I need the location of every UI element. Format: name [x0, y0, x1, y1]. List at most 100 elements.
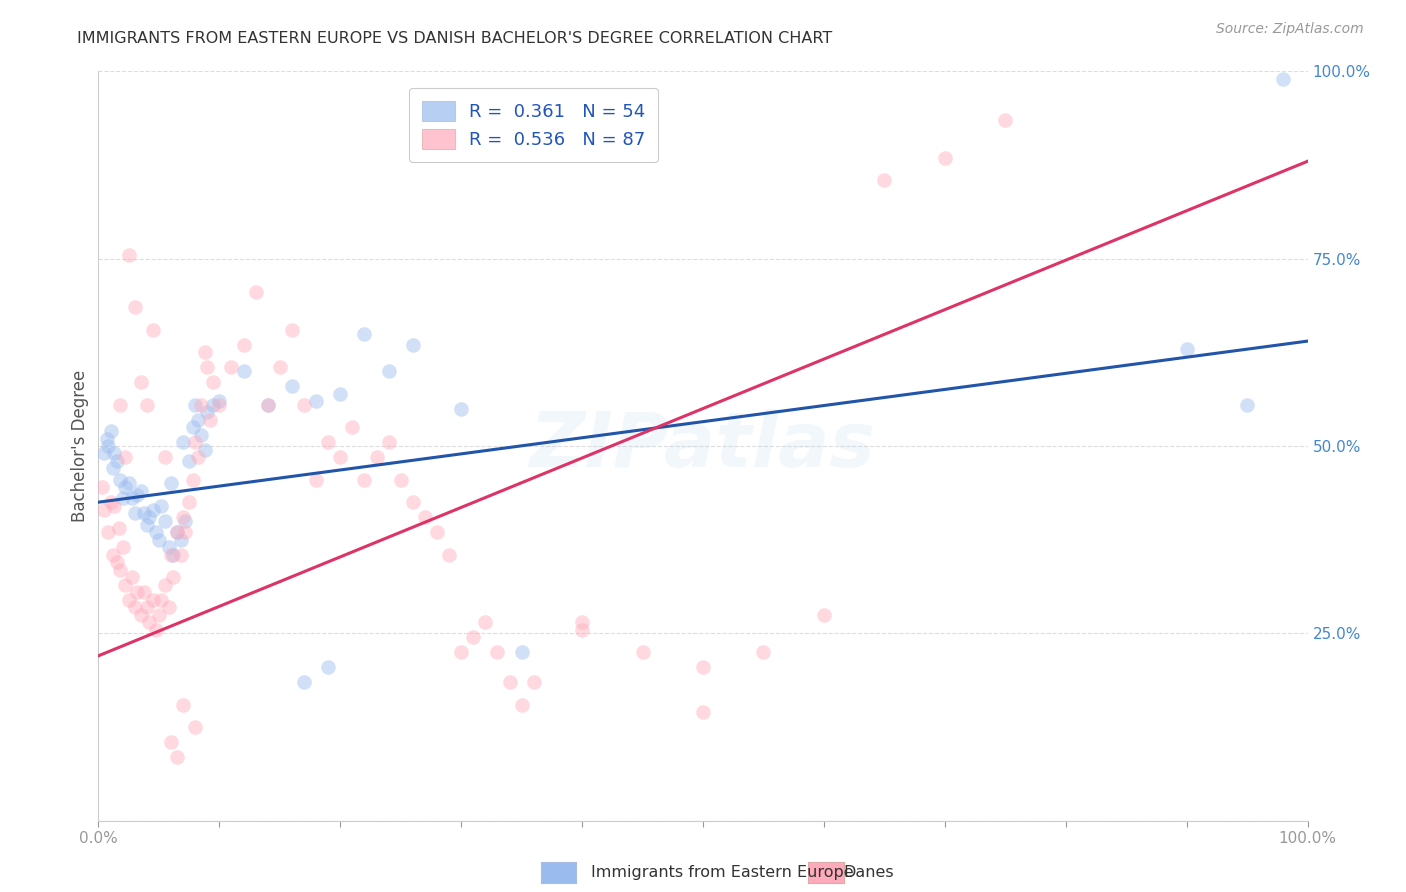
- Point: [934, 151, 956, 165]
- Point: [111, 491, 134, 506]
- Point: [93, 446, 115, 460]
- Point: [108, 398, 131, 412]
- Text: Danes: Danes: [844, 865, 894, 880]
- Point: [1175, 342, 1198, 356]
- Point: [402, 495, 425, 509]
- Point: [145, 525, 167, 540]
- Point: [174, 525, 197, 540]
- Point: [450, 401, 472, 416]
- Point: [145, 623, 167, 637]
- Point: [97, 439, 120, 453]
- Point: [124, 507, 146, 521]
- Point: [138, 615, 160, 629]
- Point: [108, 473, 131, 487]
- Point: [105, 555, 128, 569]
- Point: [166, 750, 188, 764]
- Point: [256, 398, 278, 412]
- Point: [138, 510, 160, 524]
- Point: [413, 510, 436, 524]
- Point: [198, 413, 221, 427]
- Point: [305, 473, 328, 487]
- Point: [692, 660, 714, 674]
- Point: [281, 323, 304, 337]
- Point: [463, 630, 485, 644]
- Point: [353, 326, 375, 341]
- Point: [292, 675, 315, 690]
- Point: [172, 510, 194, 524]
- Point: [190, 398, 212, 412]
- Point: [994, 113, 1017, 128]
- Point: [127, 585, 149, 599]
- Point: [1272, 71, 1295, 86]
- Point: [184, 720, 207, 734]
- Point: [150, 499, 173, 513]
- Point: [377, 364, 399, 378]
- Point: [118, 592, 141, 607]
- Point: [160, 735, 183, 749]
- Point: [121, 570, 143, 584]
- Point: [1236, 398, 1258, 412]
- Point: [135, 517, 157, 532]
- Point: [316, 435, 339, 450]
- Point: [316, 660, 339, 674]
- Point: [108, 521, 131, 535]
- Point: [208, 398, 231, 412]
- Point: [256, 398, 278, 412]
- Point: [135, 398, 157, 412]
- Point: [752, 645, 775, 659]
- Point: [142, 323, 165, 337]
- Point: [166, 525, 188, 540]
- Point: [221, 360, 243, 375]
- Point: [366, 450, 388, 465]
- Point: [134, 585, 156, 599]
- Point: [157, 600, 180, 615]
- Point: [157, 540, 180, 554]
- Text: IMMIGRANTS FROM EASTERN EUROPE VS DANISH BACHELOR'S DEGREE CORRELATION CHART: IMMIGRANTS FROM EASTERN EUROPE VS DANISH…: [77, 31, 832, 46]
- Point: [571, 623, 593, 637]
- Point: [124, 600, 146, 615]
- Point: [281, 379, 304, 393]
- Point: [101, 461, 124, 475]
- Point: [329, 386, 352, 401]
- Point: [114, 450, 136, 465]
- Point: [169, 533, 191, 547]
- Point: [150, 592, 173, 607]
- Point: [162, 570, 184, 584]
- Text: Immigrants from Eastern Europe: Immigrants from Eastern Europe: [591, 865, 853, 880]
- Point: [389, 473, 412, 487]
- Point: [571, 615, 593, 629]
- Point: [142, 592, 165, 607]
- Y-axis label: Bachelor's Degree: Bachelor's Degree: [70, 370, 89, 522]
- Point: [187, 450, 209, 465]
- Point: [202, 398, 225, 412]
- Point: [160, 548, 183, 562]
- Point: [114, 577, 136, 591]
- Point: [510, 698, 533, 712]
- Point: [169, 548, 191, 562]
- Point: [187, 413, 209, 427]
- Point: [377, 435, 399, 450]
- Point: [114, 480, 136, 494]
- Point: [474, 615, 496, 629]
- Point: [181, 473, 204, 487]
- Point: [353, 473, 375, 487]
- Point: [873, 173, 896, 187]
- Point: [208, 394, 231, 409]
- Point: [523, 675, 546, 690]
- Point: [486, 645, 509, 659]
- Point: [195, 360, 218, 375]
- Point: [269, 360, 291, 375]
- Point: [631, 645, 654, 659]
- Point: [108, 563, 131, 577]
- Text: Source: ZipAtlas.com: Source: ZipAtlas.com: [1216, 22, 1364, 37]
- Text: ZIPatlas: ZIPatlas: [530, 409, 876, 483]
- Point: [129, 607, 152, 622]
- Point: [190, 427, 212, 442]
- Point: [124, 301, 146, 315]
- Point: [437, 548, 460, 562]
- Point: [129, 483, 152, 498]
- Point: [179, 495, 201, 509]
- Point: [402, 338, 425, 352]
- Point: [129, 376, 152, 390]
- Legend: R =  0.361   N = 54, R =  0.536   N = 87: R = 0.361 N = 54, R = 0.536 N = 87: [409, 88, 658, 162]
